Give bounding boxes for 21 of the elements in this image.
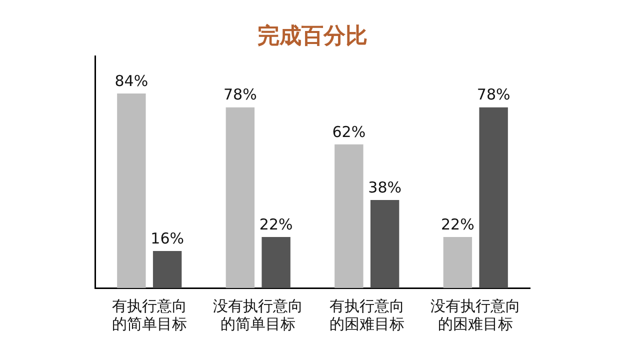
bar [226,107,255,288]
data-label: 62% [332,122,366,141]
x-tick-label: 有执行意向的困难目标 [329,296,404,333]
data-label: 22% [441,215,474,234]
bar [117,93,146,288]
x-tick-label: 有执行意向的简单目标 [112,296,187,333]
bar [443,237,472,288]
data-label: 78% [476,86,510,104]
x-tick-label: 没有执行意向的简单目标 [213,296,304,333]
x-tick-label: 没有执行意向的困难目标 [430,296,521,333]
bar [370,200,400,288]
data-label: 84% [114,72,148,90]
bar [152,250,182,288]
chart-title: 完成百分比 [258,22,368,49]
data-label: 78% [224,86,257,104]
data-label: 16% [150,229,184,248]
bar [479,107,508,288]
data-label: 38% [368,178,402,196]
bar [334,144,364,288]
data-label: 22% [259,215,293,234]
bar [262,237,290,288]
